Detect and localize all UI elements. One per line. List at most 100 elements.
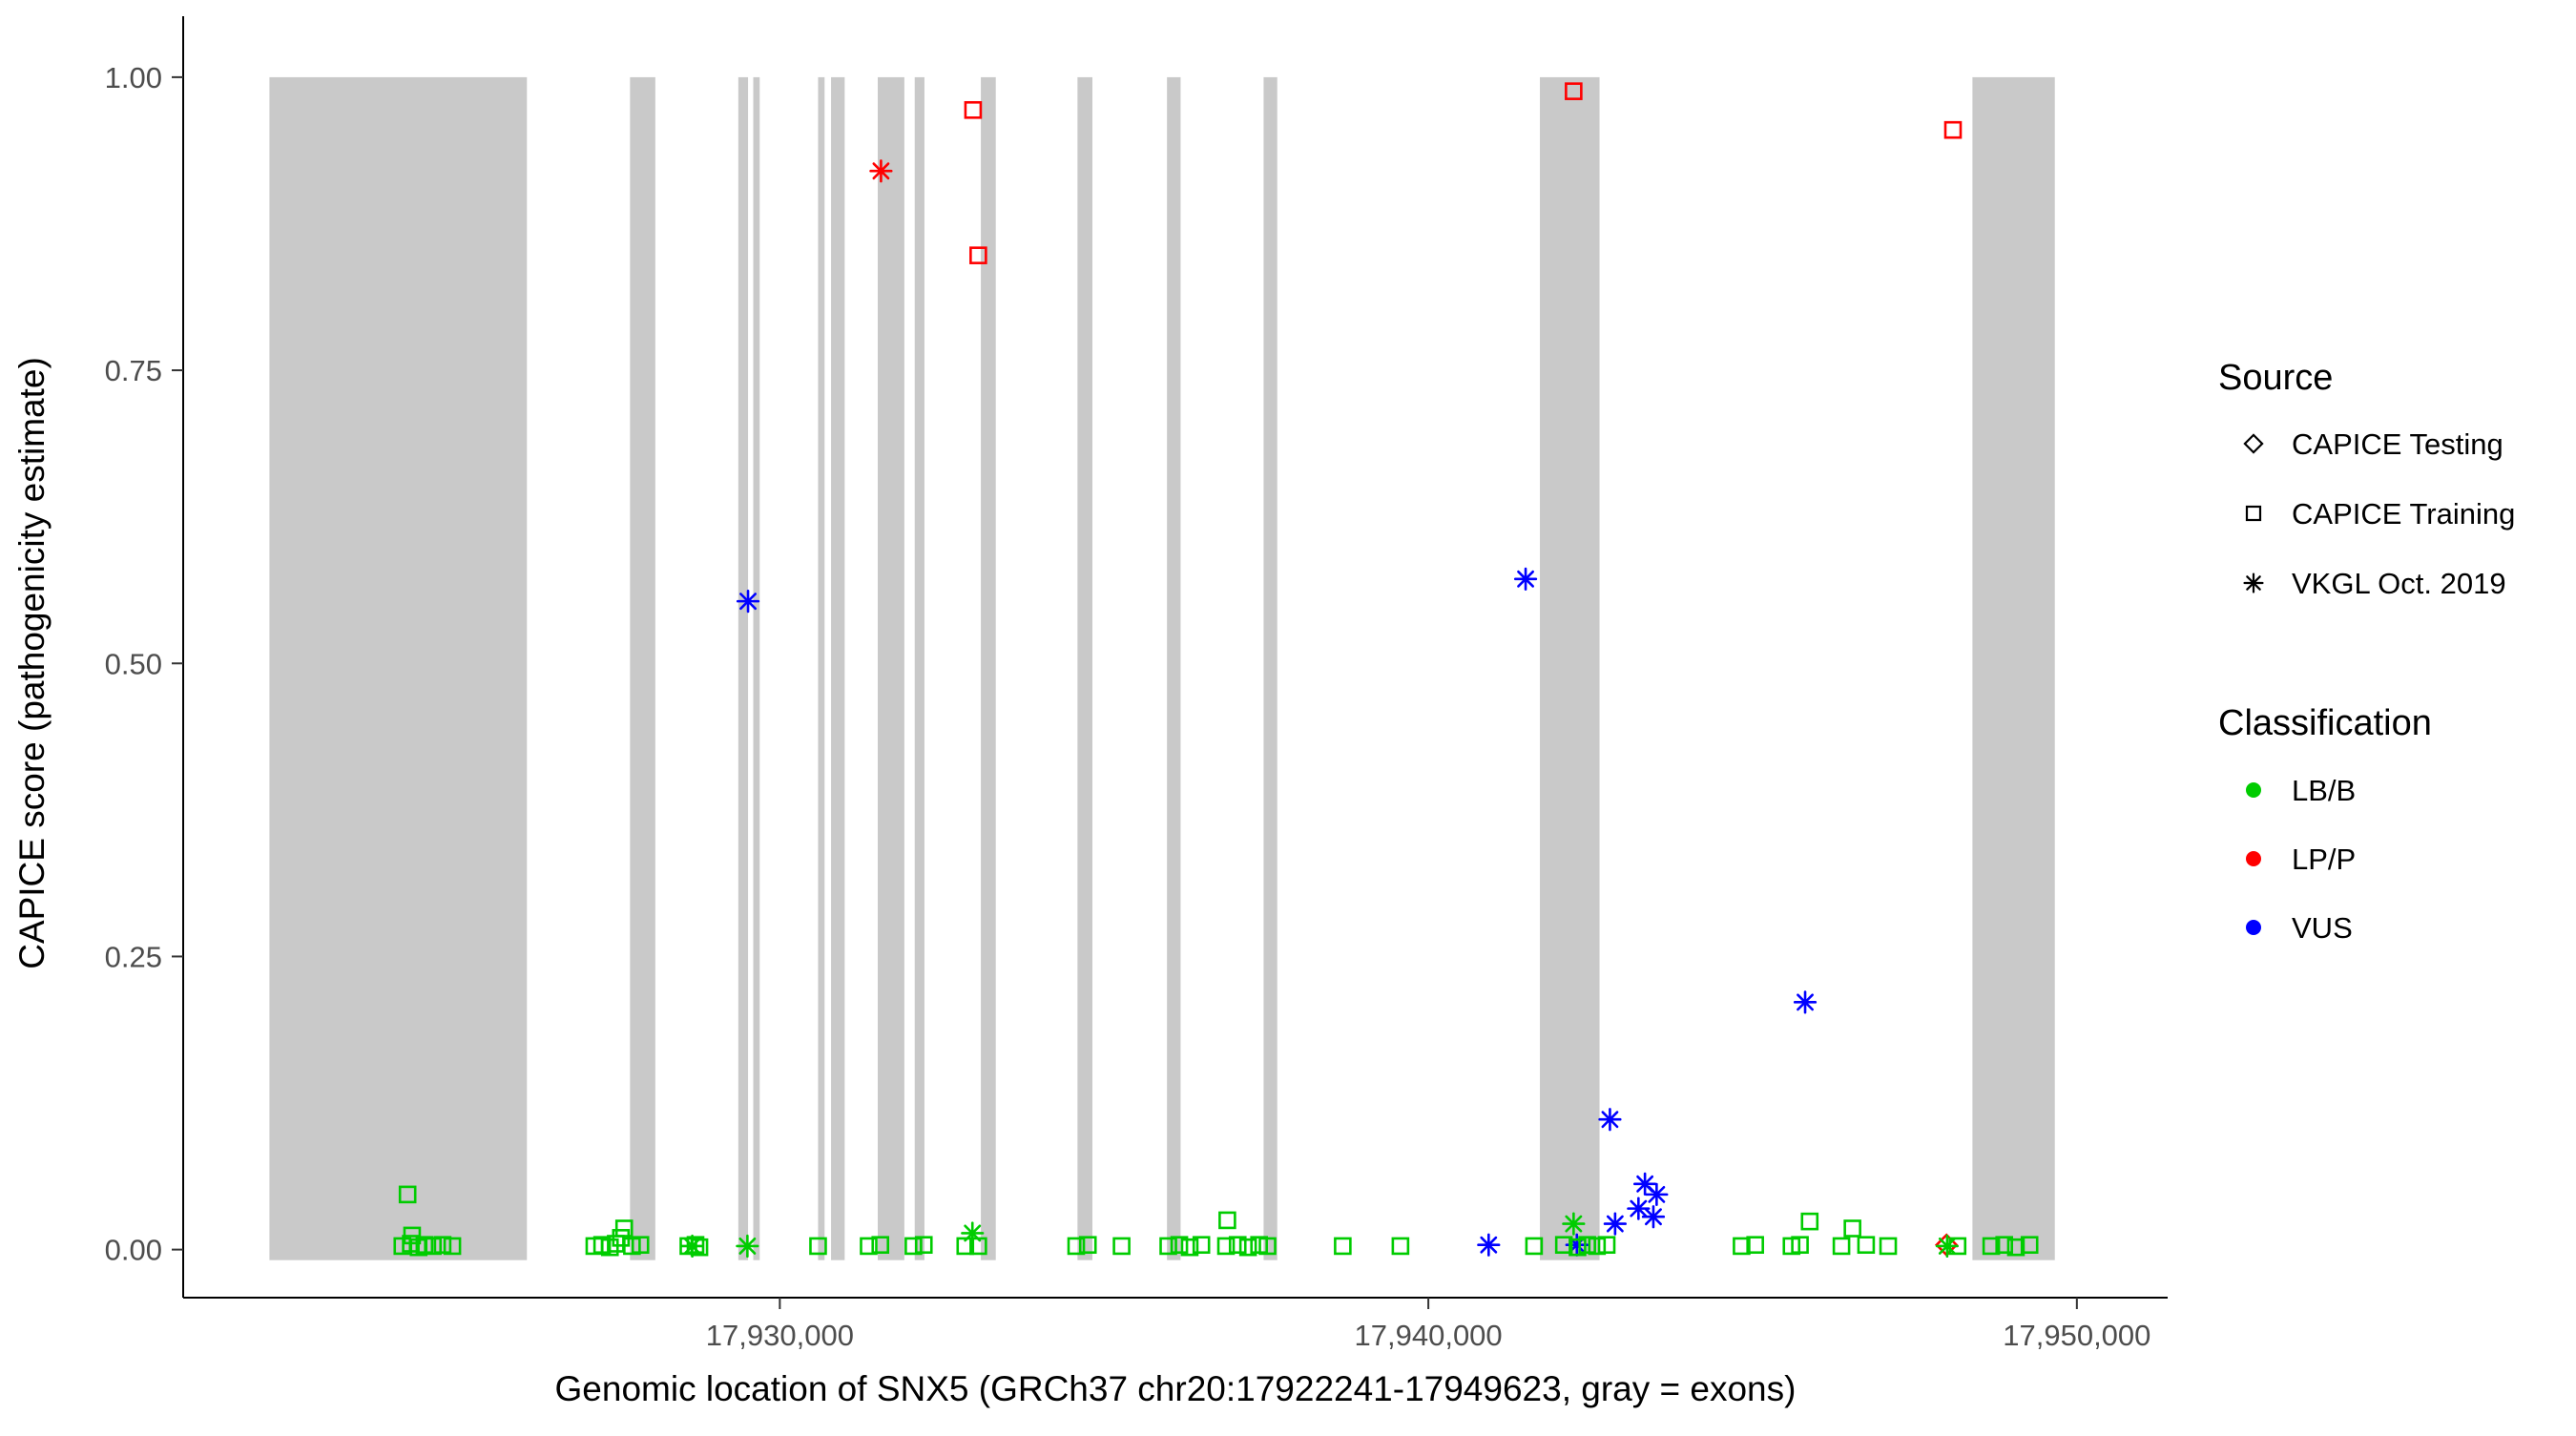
data-point-square-icon bbox=[1258, 1237, 1277, 1256]
data-point-square-icon bbox=[1112, 1237, 1131, 1256]
data-point-asterisk-icon bbox=[1641, 1205, 1666, 1229]
axis-layer: 17,930,000 17,940,000 17,950,000 0.00 0.25 0.… bbox=[105, 16, 2168, 1352]
exon-band bbox=[737, 76, 749, 1260]
data-point-square-icon bbox=[956, 1237, 975, 1256]
data-point-square-icon bbox=[1078, 1236, 1097, 1255]
legend-source-item-label: CAPICE Testing bbox=[2292, 427, 2503, 461]
legend-classification-item-label: LB/B bbox=[2292, 774, 2356, 807]
data-point-square-icon bbox=[1192, 1236, 1211, 1255]
data-point-square-icon bbox=[1565, 82, 1583, 100]
data-point-square-icon bbox=[1879, 1237, 1898, 1256]
data-point-asterisk-icon bbox=[1633, 1172, 1657, 1196]
asterisk-arm bbox=[1630, 1199, 1648, 1217]
asterisk-arm bbox=[872, 162, 890, 180]
data-point-square-icon bbox=[1216, 1237, 1236, 1256]
data-point-square-icon bbox=[1588, 1237, 1607, 1256]
exon-band bbox=[1263, 76, 1278, 1260]
asterisk-arm bbox=[1565, 1215, 1583, 1233]
data-point-square-icon bbox=[969, 1237, 987, 1256]
exon-band bbox=[1077, 76, 1092, 1260]
data-point-square-icon bbox=[1982, 1237, 2001, 1256]
data-point-square-icon bbox=[2245, 505, 2262, 522]
data-point-square-icon bbox=[1334, 1237, 1352, 1256]
data-point-square-icon bbox=[1391, 1237, 1410, 1256]
exon-band bbox=[1972, 76, 2055, 1260]
legend-source-item-label: CAPICE Training bbox=[2292, 497, 2515, 531]
exon-band bbox=[878, 76, 904, 1260]
data-point-square-icon bbox=[1843, 1219, 1861, 1238]
exon-band-layer bbox=[269, 76, 2055, 1260]
data-point-square-icon bbox=[398, 1185, 417, 1204]
legend-source-title: Source bbox=[2218, 358, 2333, 398]
exon-band bbox=[914, 76, 924, 1260]
data-point-asterisk-icon bbox=[1477, 1233, 1501, 1257]
data-point-square-icon bbox=[1948, 1237, 1967, 1256]
data-point-asterisk-icon bbox=[1935, 1234, 1959, 1259]
data-point-square-icon bbox=[631, 1236, 650, 1255]
data-point-square-icon bbox=[686, 1236, 705, 1255]
data-point-square-icon bbox=[969, 246, 987, 264]
data-point-square-icon bbox=[1597, 1236, 1616, 1255]
data-point-square-icon bbox=[1791, 1236, 1809, 1255]
y-tick-label: 0.50 bbox=[105, 647, 162, 680]
data-point-asterisk-icon bbox=[1562, 1212, 1586, 1236]
legend-classification-item-label: LP/P bbox=[2292, 843, 2356, 876]
legend-classification-item-label: VUS bbox=[2292, 911, 2353, 945]
exon-band bbox=[269, 76, 528, 1260]
data-point-square-icon bbox=[2006, 1238, 2025, 1257]
data-point-asterisk-icon bbox=[2243, 572, 2264, 593]
data-point-asterisk-icon bbox=[1598, 1108, 1622, 1132]
data-point-square-icon bbox=[1746, 1236, 1764, 1255]
y-tick-label: 1.00 bbox=[105, 61, 162, 94]
x-tick-label: 17,930,000 bbox=[706, 1319, 854, 1352]
data-point-asterisk-icon bbox=[736, 1234, 759, 1259]
data-point-asterisk-icon bbox=[869, 159, 893, 183]
data-point-square-icon bbox=[964, 100, 983, 119]
exon-band bbox=[630, 76, 655, 1260]
asterisk-arm bbox=[1636, 1175, 1654, 1193]
data-point-square-icon bbox=[443, 1237, 462, 1256]
exon-band bbox=[1167, 76, 1181, 1260]
data-point-square-icon bbox=[1857, 1236, 1876, 1255]
data-point-square-icon bbox=[1180, 1238, 1199, 1257]
data-point-diamond-icon bbox=[2243, 433, 2264, 454]
asterisk-arm bbox=[1648, 1185, 1666, 1203]
data-point-square-icon bbox=[433, 1236, 452, 1255]
data-point-square-icon bbox=[1228, 1236, 1247, 1255]
exon-band bbox=[1540, 76, 1600, 1260]
exon-band bbox=[818, 76, 825, 1260]
data-point-asterisk-icon bbox=[1645, 1182, 1669, 1206]
data-point-square-icon bbox=[1568, 1238, 1587, 1257]
x-tick-label: 17,950,000 bbox=[2003, 1319, 2150, 1352]
data-point-square-icon bbox=[904, 1237, 923, 1256]
y-tick-label: 0.25 bbox=[105, 940, 162, 973]
data-point-asterisk-icon bbox=[1793, 990, 1818, 1014]
data-point-square-icon bbox=[1067, 1237, 1086, 1256]
data-point-layer bbox=[393, 82, 2039, 1259]
legend-color-dot-icon bbox=[2246, 851, 2261, 866]
x-axis-label: Genomic location of SNX5 (GRCh37 chr20:1… bbox=[555, 1369, 1797, 1408]
data-point-square-icon bbox=[1995, 1236, 2014, 1255]
data-point-square-icon bbox=[809, 1237, 827, 1256]
data-point-square-icon bbox=[860, 1237, 878, 1256]
y-tick-label: 0.75 bbox=[105, 354, 162, 387]
data-point-square-icon bbox=[1525, 1237, 1544, 1256]
data-point-asterisk-icon bbox=[1603, 1212, 1627, 1236]
data-point-square-icon bbox=[2020, 1236, 2039, 1255]
data-point-square-icon bbox=[1554, 1236, 1573, 1255]
data-point-square-icon bbox=[1238, 1238, 1257, 1257]
asterisk-arm bbox=[1797, 993, 1814, 1011]
exon-band bbox=[753, 76, 760, 1260]
data-point-square-icon bbox=[871, 1236, 890, 1255]
data-point-asterisk-icon bbox=[1513, 567, 1538, 591]
asterisk-arm bbox=[2246, 575, 2261, 591]
data-point-square-icon bbox=[690, 1238, 709, 1257]
data-point-asterisk-icon bbox=[736, 590, 760, 614]
asterisk-arm bbox=[1606, 1215, 1624, 1233]
legend-color-dot-icon bbox=[2246, 782, 2261, 798]
asterisk-arm bbox=[1601, 1111, 1619, 1129]
legend-source-item-label: VKGL Oct. 2019 bbox=[2292, 567, 2506, 600]
data-point-square-icon bbox=[1159, 1237, 1177, 1256]
